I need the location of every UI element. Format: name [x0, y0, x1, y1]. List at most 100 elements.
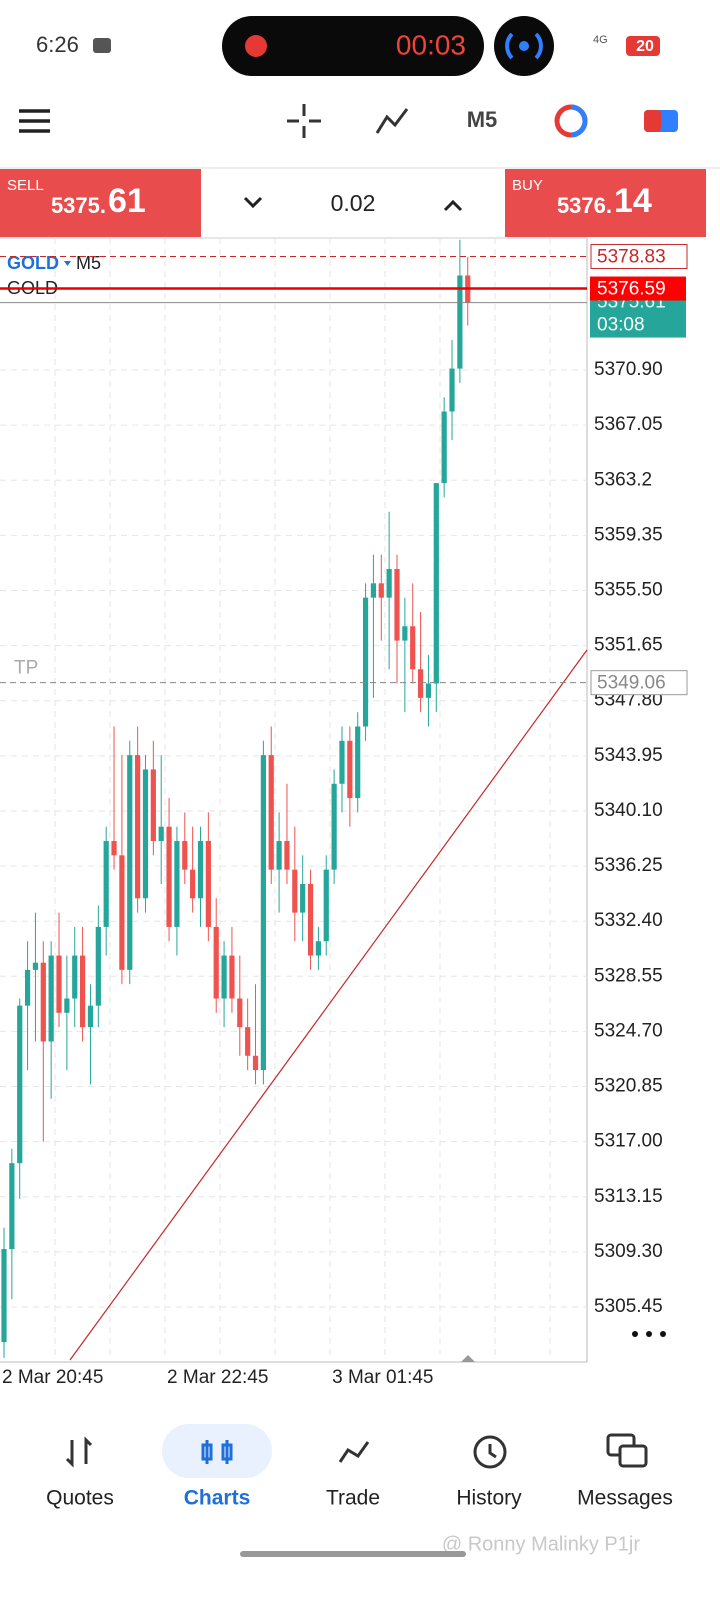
- battery-level: 20: [636, 38, 654, 55]
- chart[interactable]: [0, 237, 588, 1363]
- buy-label: BUY: [512, 177, 543, 194]
- candle-body: [221, 955, 227, 999]
- candle-body: [417, 669, 424, 698]
- bar-timer: 03:08: [597, 315, 645, 336]
- lot-up[interactable]: [443, 199, 463, 212]
- y-tick-label: 5340.10: [594, 800, 663, 821]
- chart-timeframe: M5: [76, 253, 101, 273]
- trade-icon-half: [644, 110, 661, 132]
- sell-button[interactable]: [0, 169, 201, 237]
- trendline[interactable]: [69, 649, 588, 1361]
- nav-item[interactable]: Messages: [577, 1487, 673, 1510]
- candle-body: [103, 841, 109, 927]
- candle-body: [142, 769, 149, 899]
- record-dot: [245, 35, 267, 57]
- y-tick-label: 5313.15: [594, 1186, 663, 1207]
- tp-value: 5349.06: [597, 673, 666, 694]
- candle-body: [307, 883, 314, 956]
- candle-body: [80, 955, 86, 1028]
- buy-button[interactable]: [505, 169, 706, 237]
- timeframe-button[interactable]: M5: [467, 107, 498, 132]
- candle-body: [166, 826, 172, 927]
- candle-body: [32, 962, 39, 970]
- candle-body: [355, 726, 361, 799]
- candle-body: [339, 740, 345, 784]
- candle-body: [252, 1055, 259, 1071]
- candle-body: [457, 275, 463, 369]
- symbol-dropdown: [64, 261, 71, 266]
- candle-body: [260, 755, 266, 1071]
- candle-body: [362, 597, 369, 727]
- bid-box: [590, 293, 686, 338]
- y-tick-label: 5317.00: [594, 1131, 663, 1152]
- x-tick-label: 2 Mar 22:45: [167, 1367, 268, 1388]
- current-box: [590, 276, 686, 301]
- nav-item[interactable]: Charts: [184, 1487, 251, 1510]
- messages-icon-2: [618, 1444, 648, 1468]
- candle-body: [40, 962, 46, 1042]
- y-tick-label: 5332.40: [594, 910, 663, 931]
- tp-box: [590, 670, 688, 696]
- y-tick-label: 5370.90: [594, 359, 663, 380]
- nav-active-bg: [162, 1424, 272, 1478]
- candle-body: [205, 841, 211, 927]
- buy-price-big: 14: [614, 182, 652, 220]
- nav-item[interactable]: Trade: [326, 1487, 380, 1510]
- scroll-marker: [461, 1355, 475, 1362]
- candle-body: [300, 883, 306, 913]
- symbol[interactable]: GOLD: [7, 253, 59, 273]
- current-label: 5376.59: [597, 279, 666, 300]
- stop-label: 5378.83: [597, 246, 666, 267]
- charts-icon-body: [221, 1443, 233, 1461]
- y-tick-label: 5309.30: [594, 1241, 663, 1262]
- cam-icon: [93, 38, 111, 53]
- candle-body: [276, 841, 282, 870]
- charts-icon-body: [201, 1443, 213, 1461]
- candle-body: [323, 869, 329, 942]
- candle-body: [449, 368, 455, 412]
- nav-item[interactable]: History: [456, 1487, 522, 1510]
- y-tick-label: 5355.50: [594, 579, 663, 600]
- x-tick-label: 3 Mar 01:45: [332, 1367, 433, 1388]
- candle-body: [190, 869, 196, 899]
- candle-body: [410, 626, 416, 670]
- cast-waves: [505, 32, 543, 60]
- candle-body: [292, 869, 298, 913]
- quotes-icon: [65, 1436, 93, 1468]
- candle-body: [9, 1163, 15, 1250]
- candle-body: [402, 626, 408, 641]
- lot-down[interactable]: [243, 196, 263, 209]
- candle-body: [95, 926, 101, 1006]
- home-indicator[interactable]: [240, 1551, 466, 1557]
- crosshair-icon[interactable]: [287, 104, 321, 138]
- candle-body: [441, 411, 447, 484]
- candle-body: [237, 998, 243, 1028]
- candle-body: [150, 769, 156, 842]
- candle-body: [64, 998, 70, 1013]
- candle-body: [24, 969, 31, 1006]
- indicators-icon[interactable]: [375, 108, 409, 134]
- y-tick-label: 5305.45: [594, 1296, 663, 1317]
- candle-body: [72, 955, 78, 999]
- lot-size[interactable]: 0.02: [331, 190, 376, 216]
- record-timer: 00:03: [396, 29, 466, 60]
- candle-body: [56, 955, 62, 1013]
- candle-body: [182, 841, 188, 870]
- candle-body: [315, 941, 321, 956]
- tp-label: TP: [14, 658, 38, 679]
- candle-body: [370, 583, 377, 598]
- candle-body: [197, 841, 204, 899]
- x-tick-label: 2 Mar 20:45: [2, 1367, 103, 1388]
- candle-body: [213, 926, 219, 999]
- record-pill[interactable]: [222, 16, 484, 76]
- candle-body: [17, 1005, 23, 1164]
- menu-icon[interactable]: [19, 109, 50, 133]
- candle-body: [331, 783, 337, 870]
- history-hands: [488, 1444, 497, 1459]
- candle-body: [433, 483, 439, 684]
- candle-body: [425, 683, 432, 698]
- y-tick-label: 5320.85: [594, 1076, 663, 1097]
- nav-item[interactable]: Quotes: [46, 1487, 114, 1510]
- candle-body: [1, 1249, 7, 1343]
